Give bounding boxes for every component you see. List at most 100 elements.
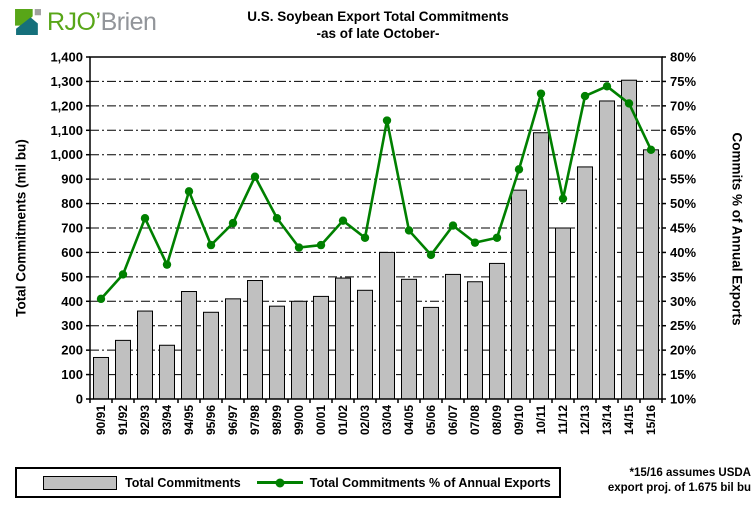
- bar-97/98: [247, 280, 263, 400]
- legend-line-swatch: [256, 478, 303, 487]
- line-marker-08/09: [492, 233, 502, 242]
- right-tick-label: 80%: [670, 50, 696, 65]
- x-label-13/14: 13/14: [600, 405, 614, 435]
- bar-02/03: [357, 289, 373, 400]
- x-label-05/06: 05/06: [424, 405, 438, 435]
- bar-00/01: [313, 295, 329, 400]
- right-tick-label: 65%: [670, 123, 696, 138]
- footnote-line2: export proj. of 1.675 bil bu: [607, 482, 751, 494]
- x-label-10/11: 10/11: [534, 405, 548, 435]
- footnote: *15/16 assumes USDA export proj. of 1.67…: [608, 466, 751, 496]
- right-tick-label: 10%: [670, 392, 696, 407]
- right-tick-label: 30%: [670, 294, 696, 309]
- bar-07/08: [467, 281, 483, 400]
- bar-90/91: [93, 356, 109, 400]
- bar-06/07: [445, 273, 461, 400]
- legend: Total Commitments Total Commitments % of…: [15, 467, 561, 498]
- x-label-01/02: 01/02: [336, 405, 350, 435]
- x-label-09/10: 09/10: [512, 405, 526, 435]
- logo-text-brien: Brien: [100, 8, 157, 36]
- line-marker-06/07: [448, 221, 458, 230]
- footnote-line1: *15/16 assumes USDA: [629, 467, 751, 479]
- bar-08/09: [489, 262, 505, 400]
- right-tick-label: 20%: [670, 343, 696, 358]
- line-marker-93/94: [162, 260, 172, 269]
- x-label-96/97: 96/97: [226, 405, 240, 435]
- bar-95/96: [203, 311, 219, 400]
- left-tick-label: 500: [61, 269, 83, 284]
- x-label-97/98: 97/98: [248, 405, 262, 435]
- x-label-14/15: 14/15: [622, 405, 636, 435]
- left-tick-label: 300: [61, 318, 83, 333]
- line-marker-05/06: [426, 250, 436, 260]
- bar-98/99: [269, 305, 285, 400]
- line-marker-00/01: [316, 240, 326, 250]
- x-label-98/99: 98/99: [270, 405, 284, 435]
- bar-10/11: [533, 132, 549, 400]
- line-marker-94/95: [184, 187, 194, 196]
- line-marker-99/00: [294, 243, 304, 252]
- left-tick-label: 600: [61, 245, 83, 260]
- x-label-99/00: 99/00: [292, 405, 306, 435]
- bar-12/13: [577, 166, 593, 400]
- left-tick-label: 200: [61, 343, 83, 358]
- line-marker-97/98: [250, 172, 260, 181]
- legend-line-label: Total Commitments % of Annual Exports: [309, 475, 551, 490]
- left-tick-label: 900: [61, 172, 83, 187]
- left-tick-label: 800: [61, 196, 83, 211]
- right-tick-label: 45%: [670, 221, 696, 236]
- bar-03/04: [379, 251, 395, 400]
- x-label-92/93: 92/93: [138, 405, 152, 435]
- x-label-93/94: 93/94: [160, 405, 174, 435]
- line-marker-01/02: [338, 216, 348, 225]
- right-tick-label: 75%: [670, 74, 696, 89]
- line-marker-13/14: [602, 82, 612, 91]
- right-tick-label: 40%: [670, 245, 696, 260]
- line-marker-15/16: [646, 145, 656, 155]
- line-marker-90/91: [96, 294, 106, 304]
- line-marker-14/15: [624, 99, 634, 108]
- legend-bar-swatch: [43, 475, 117, 490]
- right-tick-label: 15%: [670, 367, 696, 382]
- bar-15/16: [643, 149, 659, 400]
- bar-13/14: [599, 100, 615, 400]
- x-label-15/16: 15/16: [644, 405, 658, 435]
- right-tick-label: 60%: [670, 147, 696, 162]
- line-marker-92/93: [140, 214, 150, 223]
- rjo-brien-logo-icon: [15, 9, 41, 35]
- line-marker-91/92: [118, 270, 128, 279]
- x-label-02/03: 02/03: [358, 405, 372, 435]
- x-label-90/91: 90/91: [94, 405, 108, 435]
- line-marker-07/08: [470, 238, 480, 247]
- x-label-03/04: 03/04: [380, 405, 394, 435]
- right-tick-label: 55%: [670, 172, 696, 187]
- bar-09/10: [511, 189, 527, 400]
- line-marker-10/11: [536, 89, 546, 98]
- commitments-pct-line: [100, 84, 653, 300]
- bar-99/00: [291, 300, 307, 400]
- left-tick-label: 1,100: [50, 123, 83, 138]
- x-label-12/13: 12/13: [578, 405, 592, 435]
- bar-93/94: [159, 344, 175, 400]
- left-tick-label: 0: [76, 392, 83, 407]
- right-tick-label: 25%: [670, 318, 696, 333]
- line-marker-98/99: [272, 214, 282, 223]
- bar-96/97: [225, 298, 241, 400]
- left-tick-label: 1,200: [50, 98, 83, 113]
- x-label-00/01: 00/01: [314, 405, 328, 435]
- line-marker-03/04: [382, 116, 392, 125]
- left-tick-label: 1,000: [50, 147, 83, 162]
- x-label-06/07: 06/07: [446, 405, 460, 435]
- x-label-91/92: 91/92: [116, 405, 130, 435]
- left-tick-label: 100: [61, 367, 83, 382]
- x-label-04/05: 04/05: [402, 405, 416, 435]
- x-label-11/12: 11/12: [556, 405, 570, 435]
- x-label-94/95: 94/95: [182, 405, 196, 435]
- legend-bar-label: Total Commitments: [125, 475, 241, 490]
- bar-94/95: [181, 291, 197, 400]
- left-tick-label: 400: [61, 294, 83, 309]
- line-marker-02/03: [360, 233, 370, 242]
- line-marker-09/10: [514, 165, 524, 174]
